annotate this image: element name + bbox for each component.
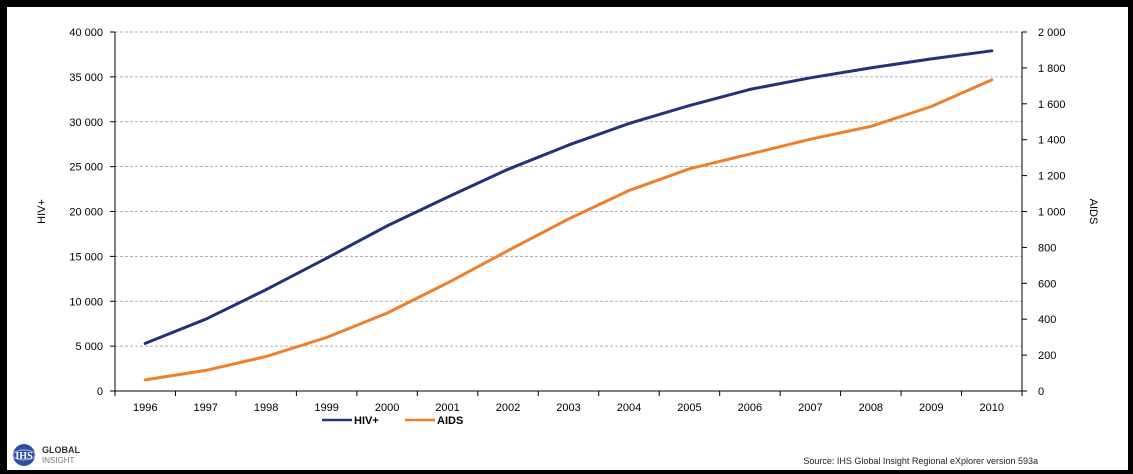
x-axis-tick-label: 2000: [375, 402, 399, 414]
left-axis-tick-label: 40 000: [69, 27, 103, 39]
x-axis-tick-label: 2003: [556, 402, 580, 414]
x-axis-tick-label: 1999: [314, 402, 338, 414]
legend-label: AIDS: [437, 415, 463, 427]
right-axis-tick-label: 1 000: [1038, 207, 1066, 219]
right-axis-tick-label: 1 800: [1038, 63, 1066, 75]
x-axis-tick-label: 2004: [617, 402, 641, 414]
right-axis-tick-label: 0: [1038, 386, 1044, 398]
legend-label: HIV+: [354, 415, 379, 427]
right-axis-tick-label: 1 200: [1038, 171, 1066, 183]
left-axis-title: HIV+: [36, 199, 48, 224]
data-point: [627, 122, 631, 125]
x-axis-tick-label: 1996: [133, 402, 157, 414]
right-axis-tick-label: 1 600: [1038, 99, 1066, 111]
data-point: [325, 256, 328, 260]
data-point: [506, 168, 510, 171]
left-axis-tick-label: 0: [97, 386, 103, 398]
data-point: [385, 224, 389, 228]
data-point: [204, 369, 207, 372]
data-point: [930, 57, 933, 61]
data-point: [143, 342, 147, 345]
data-point: [325, 336, 328, 339]
svg-text:INSIGHT: INSIGHT: [42, 456, 75, 465]
data-point: [688, 167, 691, 171]
logo-globe-icon: [13, 444, 35, 466]
x-axis-tick-label: 1998: [254, 402, 278, 414]
right-axis-tick-label: 2 000: [1038, 27, 1066, 39]
left-axis-tick-label: 10 000: [69, 296, 103, 308]
x-axis-tick-label: 2009: [919, 402, 943, 414]
data-point: [930, 105, 933, 108]
data-point: [446, 281, 449, 285]
source-note: Source: IHS Global Insight Regional eXpl…: [803, 456, 1038, 466]
x-axis-tick-label: 2002: [496, 402, 520, 414]
data-point: [748, 152, 752, 156]
x-axis-tick-label: 2001: [435, 402, 459, 414]
data-point: [809, 76, 812, 80]
series-line-aids: [143, 78, 994, 382]
data-point: [688, 104, 691, 107]
right-axis-tick-label: 200: [1038, 350, 1056, 362]
data-point: [990, 78, 994, 82]
x-axis-tick-label: 2010: [980, 402, 1004, 414]
right-axis-title: AIDS: [1087, 199, 1099, 225]
data-point: [809, 137, 812, 141]
data-point: [990, 49, 994, 53]
x-axis-tick-label: 1997: [193, 402, 217, 414]
series-line-hiv: [143, 49, 994, 345]
svg-text:GLOBAL: GLOBAL: [42, 445, 80, 455]
x-axis-tick-label: 2007: [798, 402, 822, 414]
data-point: [567, 217, 570, 221]
right-axis-tick-label: 400: [1038, 314, 1056, 326]
ihs-global-insight-logo: IHS GLOBAL INSIGHT: [10, 442, 130, 468]
data-point: [627, 189, 631, 192]
data-point: [748, 88, 752, 91]
data-point: [567, 143, 570, 147]
data-point: [869, 66, 873, 70]
left-axis-tick-label: 35 000: [69, 72, 103, 84]
right-axis-tick-label: 800: [1038, 242, 1056, 254]
left-axis-tick-label: 15 000: [69, 251, 103, 263]
data-point: [204, 317, 207, 321]
data-point: [264, 355, 268, 358]
left-axis-tick-label: 25 000: [69, 162, 103, 174]
data-point: [385, 311, 389, 315]
right-axis-tick-label: 600: [1038, 278, 1056, 290]
left-axis-tick-label: 30 000: [69, 117, 103, 129]
left-axis-tick-label: 5 000: [75, 341, 103, 353]
svg-text:IHS: IHS: [15, 451, 33, 462]
data-point: [143, 378, 147, 382]
data-point: [264, 288, 268, 291]
data-point: [446, 195, 449, 199]
x-axis-tick-label: 2005: [677, 402, 701, 414]
data-point: [506, 249, 510, 252]
x-axis-tick-label: 2008: [859, 402, 883, 414]
right-axis-tick-label: 1 400: [1038, 135, 1066, 147]
data-point: [869, 125, 873, 128]
left-axis-tick-label: 20 000: [69, 207, 103, 219]
x-axis-tick-label: 2006: [738, 402, 762, 414]
